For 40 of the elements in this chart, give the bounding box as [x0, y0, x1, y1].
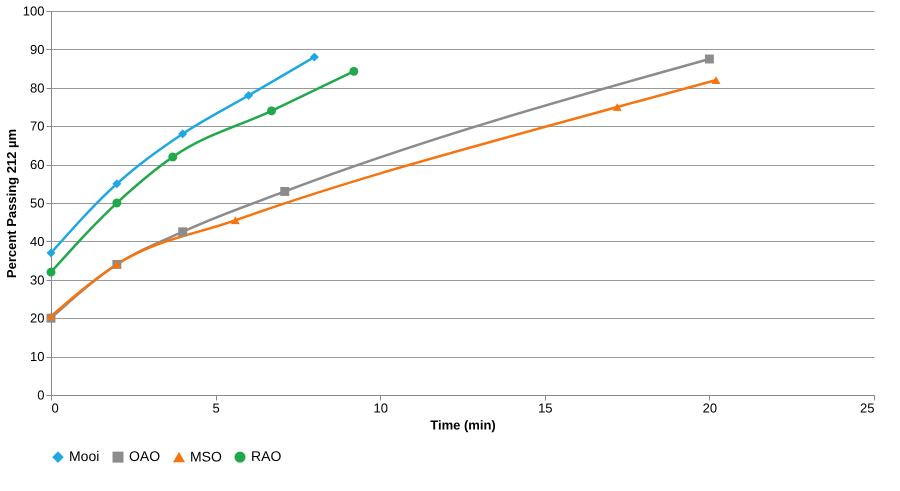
legend-label: Mooi: [69, 448, 100, 464]
y-tick-label: 20: [30, 310, 44, 326]
legend-label: RAO: [251, 448, 282, 464]
x-tick-label: 5: [212, 400, 220, 416]
x-tick-label: 20: [702, 400, 718, 416]
point: [349, 66, 358, 76]
x-axis-title: Time (min): [430, 418, 496, 432]
point: [704, 54, 714, 64]
y-tick-label: 100: [22, 4, 44, 18]
point: [168, 152, 178, 162]
y-tick-label: 90: [30, 42, 44, 57]
point: [267, 106, 276, 116]
point: [178, 227, 188, 236]
y-tick-label: 10: [30, 349, 44, 364]
point: [178, 129, 188, 138]
y-tick-label: 60: [30, 157, 44, 172]
legend-label: MSO: [190, 448, 222, 464]
y-tick-label: 80: [30, 80, 44, 96]
x-tick-label: 0: [52, 400, 59, 416]
point: [112, 198, 122, 208]
y-tick-label: 40: [30, 234, 44, 249]
point: [230, 216, 240, 224]
x-tick-label: 10: [373, 400, 388, 416]
point: [112, 179, 122, 188]
point: [712, 76, 720, 84]
point: [280, 187, 290, 196]
point: [46, 312, 56, 320]
y-tick-label: 0: [37, 388, 44, 402]
legend-label: OAO: [129, 448, 160, 464]
y-tick-label: 50: [30, 196, 44, 210]
point: [46, 248, 56, 258]
y-axis-title: Percent Passing 212 µm: [4, 128, 19, 278]
x-tick-label: 15: [538, 400, 553, 416]
x-tick-label: 25: [860, 400, 874, 416]
point: [46, 268, 56, 277]
point: [612, 103, 622, 111]
point: [244, 91, 253, 100]
y-tick-label: 70: [30, 118, 44, 134]
y-tick-label: 30: [30, 272, 44, 288]
point: [310, 52, 319, 62]
